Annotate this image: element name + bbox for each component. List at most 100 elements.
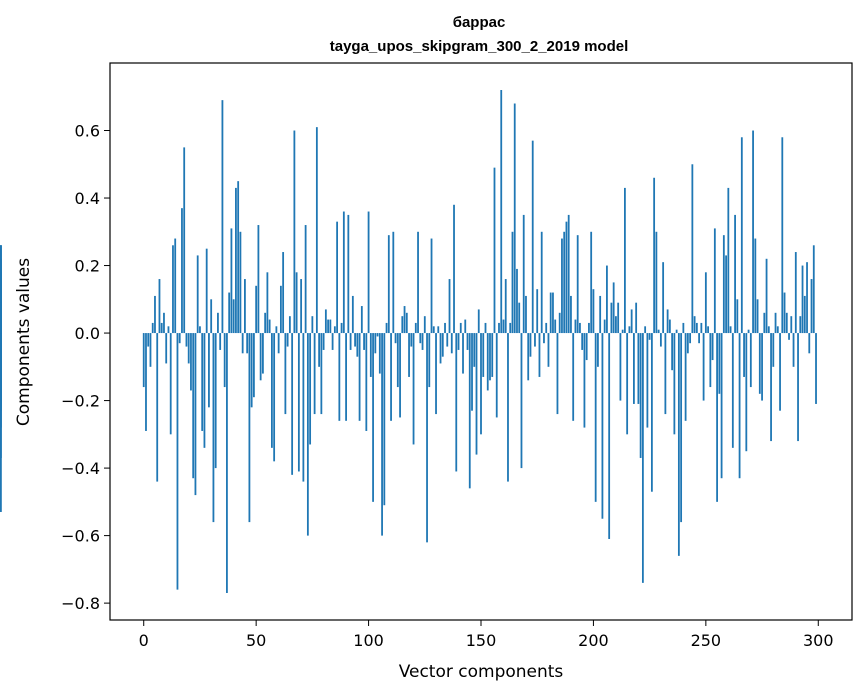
bar (774, 312, 777, 334)
bar (336, 221, 338, 334)
bar (653, 177, 656, 334)
bar (500, 90, 503, 334)
y-tick-label: 0.0 (75, 324, 100, 343)
bar (576, 235, 579, 334)
bar (201, 333, 204, 431)
bar (192, 333, 195, 479)
bar (747, 329, 750, 334)
bar (273, 333, 276, 462)
bar (477, 309, 480, 334)
bar (689, 333, 692, 344)
bar (635, 302, 638, 334)
bar (599, 295, 602, 334)
bar (0, 245, 2, 334)
bar (185, 333, 188, 347)
bar (549, 292, 552, 334)
bar (257, 225, 260, 334)
bar (554, 319, 557, 334)
bar (462, 333, 464, 374)
bar (588, 322, 590, 334)
bar (597, 333, 599, 367)
bar (704, 272, 707, 334)
bar (491, 333, 494, 377)
bar (567, 214, 570, 334)
bar (711, 333, 714, 361)
y-tick-label: −0.4 (61, 459, 100, 478)
bar (228, 292, 231, 334)
bar (369, 333, 372, 377)
bar (374, 333, 377, 354)
x-tick-label: 50 (246, 631, 266, 650)
bar (756, 299, 759, 334)
bar (758, 333, 761, 394)
bar (680, 333, 683, 523)
bar (489, 333, 491, 381)
bar (579, 322, 581, 334)
bar (767, 326, 770, 334)
bar (149, 333, 152, 367)
bar (624, 187, 626, 334)
bar (493, 167, 496, 334)
bar (738, 333, 741, 479)
bar (729, 326, 732, 334)
bar (232, 299, 235, 334)
bar (754, 238, 757, 334)
bar (671, 333, 674, 371)
bar (468, 333, 471, 489)
bar (693, 316, 696, 334)
bar (518, 302, 521, 334)
bar (333, 326, 336, 334)
bar (194, 333, 197, 496)
bar (734, 214, 736, 334)
bar (160, 322, 163, 334)
bar (608, 333, 611, 539)
bar (446, 333, 449, 347)
bar (648, 333, 651, 340)
bar (237, 181, 240, 334)
bar (174, 238, 177, 334)
bar (475, 333, 478, 455)
bar (691, 164, 694, 334)
bar (313, 333, 316, 415)
x-tick-label: 300 (803, 631, 834, 650)
bar (394, 333, 397, 344)
bar (414, 322, 417, 334)
bar (776, 326, 779, 334)
bar (437, 326, 440, 334)
bar (513, 103, 516, 334)
bar (246, 333, 249, 354)
bar (376, 333, 379, 337)
bar (169, 333, 172, 435)
bar (167, 326, 170, 334)
bar (187, 333, 190, 364)
bar (354, 333, 356, 347)
bar (585, 333, 588, 361)
bar (783, 292, 786, 334)
bar (810, 279, 813, 334)
chart-title: баррас (453, 14, 506, 31)
bar (797, 333, 799, 442)
bar (522, 214, 525, 334)
bar (275, 326, 278, 334)
bar (641, 333, 644, 583)
bar (511, 231, 514, 334)
bar (662, 262, 665, 334)
bar (695, 322, 698, 334)
bar (498, 322, 500, 334)
bar (293, 130, 296, 334)
bar (700, 322, 703, 334)
bar (367, 211, 370, 334)
bar (731, 333, 734, 448)
bar (752, 130, 754, 334)
bar (239, 231, 242, 334)
bar (702, 333, 705, 401)
bar (145, 333, 147, 431)
bar (259, 333, 262, 381)
bar (203, 333, 206, 448)
bar (457, 333, 460, 350)
bar (655, 231, 658, 334)
bar (644, 326, 647, 334)
bar (320, 333, 323, 415)
bar (196, 255, 199, 334)
bar (466, 333, 469, 350)
